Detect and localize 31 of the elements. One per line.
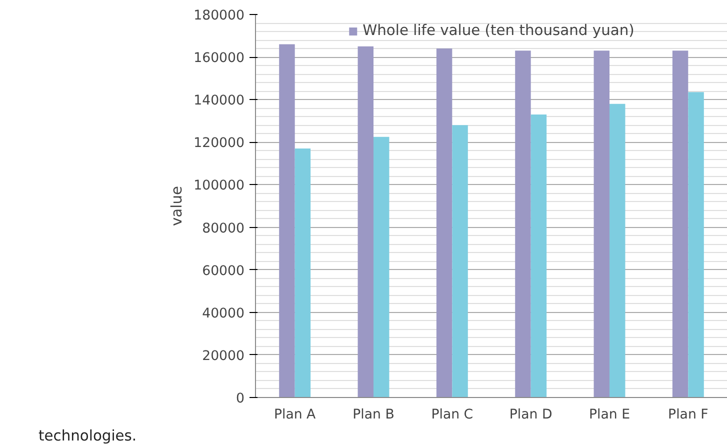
y-tick-label: 140000 (194, 94, 245, 109)
x-tick-label: Plan E (588, 408, 630, 422)
bar (358, 46, 374, 398)
bar (594, 50, 610, 398)
bar (515, 50, 531, 398)
y-axis-title: value (168, 186, 186, 226)
legend-label: Whole life value (ten thousand yuan) (362, 22, 634, 39)
bar (688, 92, 704, 398)
bar (672, 50, 688, 398)
bar (452, 125, 468, 398)
x-tick-label: Plan C (431, 408, 474, 422)
text: technologies. (38, 428, 137, 444)
y-tick-label: 80000 (202, 221, 245, 236)
y-tick-label: 120000 (194, 136, 245, 152)
y-tick-label: 100000 (194, 178, 245, 194)
y-tick-label: 160000 (194, 51, 245, 66)
x-tick-label: Plan D (509, 408, 552, 422)
y-tick-label: 60000 (202, 264, 245, 279)
y-tick-label: 40000 (202, 306, 245, 322)
bar (436, 48, 452, 398)
y-tick-label: 180000 (194, 8, 245, 24)
x-tick-label: Plan B (352, 408, 394, 422)
bar (610, 104, 626, 398)
bar (294, 148, 311, 398)
x-tick-label: Plan F (668, 408, 708, 422)
y-tick-label: 0 (236, 392, 245, 406)
bar (279, 44, 295, 398)
bar (374, 136, 390, 398)
y-tick-label: 20000 (202, 348, 245, 364)
x-tick-label: Plan A (274, 408, 316, 422)
bar (530, 114, 547, 398)
